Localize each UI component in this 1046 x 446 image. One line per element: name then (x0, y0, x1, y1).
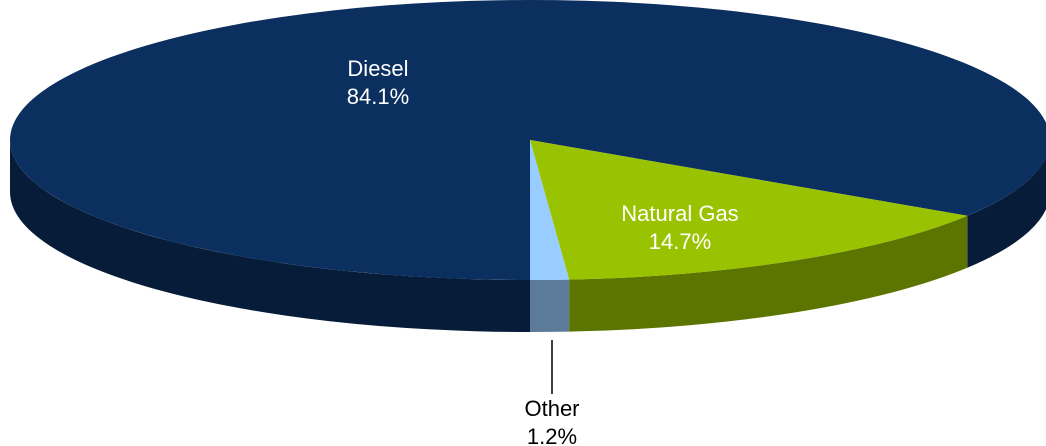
slice-label: Diesel (347, 56, 408, 81)
slice (10, 0, 1046, 280)
slice (530, 140, 570, 280)
slice-value-label: 84.1% (347, 84, 409, 109)
slice-side (967, 157, 1046, 268)
slice-value-label: 14.7% (649, 229, 711, 254)
slice-side (569, 215, 968, 332)
slice-label: Other (524, 396, 579, 421)
slice (530, 140, 968, 280)
slice-side (530, 279, 570, 332)
slice-label: Natural Gas (621, 201, 738, 226)
slice-value-label: 1.2% (527, 424, 577, 446)
slice-side (10, 140, 530, 332)
